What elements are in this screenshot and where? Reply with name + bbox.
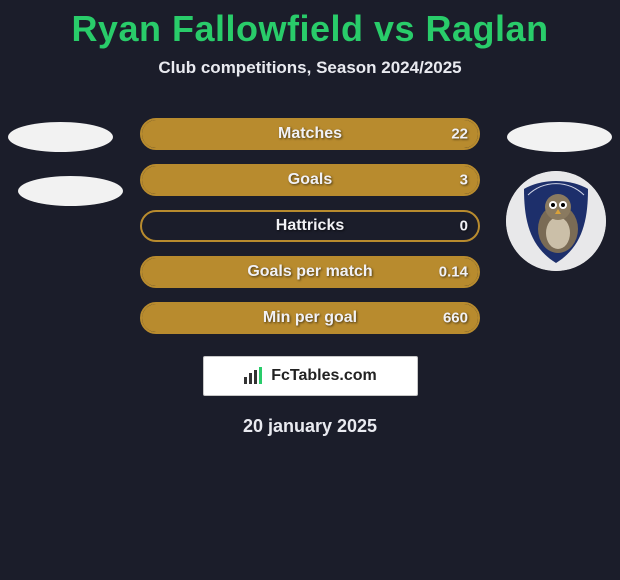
left-club-ellipse-1	[8, 122, 113, 152]
stat-value-right: 3	[460, 172, 468, 189]
bar-chart-icon	[243, 367, 265, 385]
stat-row: Goals 3	[140, 164, 480, 196]
stat-label: Goals per match	[247, 263, 372, 281]
date-text: 20 january 2025	[0, 416, 620, 437]
stat-label: Goals	[288, 171, 332, 189]
stat-row: Hattricks 0	[140, 210, 480, 242]
stat-label: Hattricks	[276, 217, 344, 235]
page-subtitle: Club competitions, Season 2024/2025	[0, 58, 620, 78]
stat-value-right: 0	[460, 218, 468, 235]
stat-value-right: 0.14	[439, 264, 468, 281]
stat-value-right: 660	[443, 310, 468, 327]
stat-value-right: 22	[451, 126, 468, 143]
fctables-badge[interactable]: FcTables.com	[203, 356, 418, 396]
left-club-ellipse-2	[18, 176, 123, 206]
right-club-crest	[506, 171, 606, 271]
fctables-badge-text: FcTables.com	[271, 367, 377, 385]
stat-label: Matches	[278, 125, 342, 143]
stat-label: Min per goal	[263, 309, 357, 327]
crest-svg	[506, 171, 606, 271]
stat-row: Min per goal 660	[140, 302, 480, 334]
stat-row: Matches 22	[140, 118, 480, 150]
right-club-ellipse	[507, 122, 612, 152]
stat-row: Goals per match 0.14	[140, 256, 480, 288]
page-title: Ryan Fallowfield vs Raglan	[0, 0, 620, 50]
